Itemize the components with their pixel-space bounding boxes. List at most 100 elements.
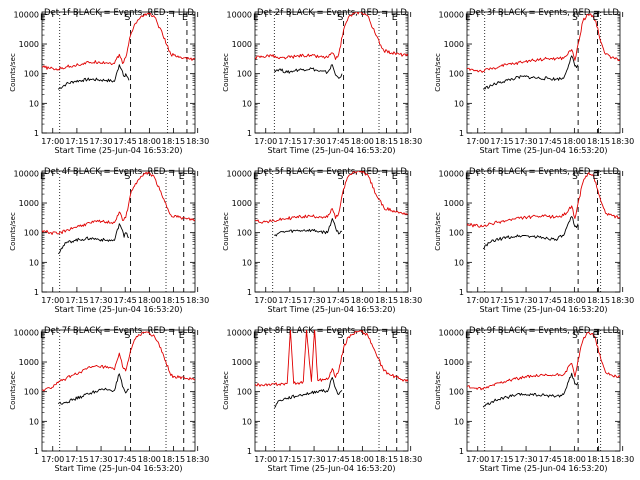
y-axis-label: Counts/sec [434,53,442,92]
x-tick-label: 17:00 [466,296,489,305]
x-tick-label: 17:30 [515,296,538,305]
start-marker-label: S [338,13,344,23]
x-tick-label: 18:00 [563,455,586,464]
panel-title: Det 8f BLACK = Events, RED = LLD [257,326,407,336]
y-tick-label: 1000 [444,40,464,49]
y-tick-label: 10 [242,417,252,426]
left-edge-marker-label: E [465,13,471,23]
x-tick-label: 17:00 [254,137,277,146]
y-tick-label: 10 [454,417,464,426]
start-marker-label: S [125,172,131,182]
x-tick-label: 18:30 [186,296,209,305]
plot-frame [466,329,621,452]
x-tick-label: 18:00 [351,455,374,464]
x-tick-label: 17:00 [466,137,489,146]
end-marker-label: E [179,172,185,182]
plot-area [255,12,408,133]
plot-area [467,171,620,292]
x-axis-label: Start Time (25-Jun-04 16:53:20) [268,305,396,314]
left-edge-marker-label: E [253,172,259,182]
x-tick-label: 18:30 [611,296,634,305]
y-tick-label: 10 [242,258,252,267]
y-tick-label: 100 [237,70,252,79]
x-tick-label: 17:30 [515,455,538,464]
series-events-black [482,55,579,90]
y-tick-label: 10000 [227,169,252,178]
end-marker-label: E [392,13,398,23]
x-tick-label: 17:00 [254,296,277,305]
y-tick-label: 10 [242,99,252,108]
plot-area [42,12,195,133]
start-marker-label: S [572,13,578,23]
y-tick-label: 1000 [444,358,464,367]
panel-det-4f: Det 4f BLACK = Events, RED = LLD 1 10 100 10… [9,167,209,314]
y-tick-label: 100 [24,229,39,238]
y-tick-label: 10000 [14,10,39,19]
x-tick-label: 17:15 [490,137,513,146]
x-axis-label: Start Time (25-Jun-04 16:53:20) [55,305,183,314]
x-tick-label: 17:45 [327,455,350,464]
x-tick-label: 18:15 [375,137,398,146]
series-lld-red [255,171,408,224]
x-tick-label: 17:45 [114,455,137,464]
x-tick-label: 17:00 [41,296,64,305]
start-marker-label: S [572,172,578,182]
series-events-black [57,64,130,90]
y-tick-label: 10000 [14,169,39,178]
x-tick-label: 18:15 [587,137,610,146]
y-tick-label: 1 [247,447,252,456]
plot-area [467,330,620,451]
y-tick-label: 10 [454,99,464,108]
y-axis-label: Counts/sec [434,371,442,410]
x-axis-label: Start Time (25-Jun-04 16:53:20) [480,146,608,155]
start-marker-label: S [572,331,578,341]
y-tick-label: 1 [459,129,464,138]
x-tick-label: 18:00 [563,137,586,146]
x-tick-label: 17:00 [254,455,277,464]
y-tick-label: 1000 [19,199,39,208]
panel-title: Det 2f BLACK = Events, RED = LLD [257,8,407,18]
panel-det-9f: Det 9f BLACK = Events, RED = LLD 1 10 100 10… [434,326,634,473]
y-axis-label: Counts/sec [9,53,17,92]
end-marker-label: E [592,13,598,23]
x-axis-label: Start Time (25-Jun-04 16:53:20) [268,464,396,473]
x-tick-label: 17:15 [278,455,301,464]
x-tick-label: 18:15 [375,296,398,305]
x-tick-label: 18:15 [162,455,185,464]
series-lld-red [467,331,620,391]
y-tick-label: 10 [29,99,39,108]
x-tick-label: 17:30 [515,137,538,146]
x-tick-label: 18:00 [563,296,586,305]
series-events-black [58,223,129,254]
y-tick-label: 100 [237,229,252,238]
series-events-black [482,216,579,250]
y-axis-label: Counts/sec [434,212,442,251]
x-tick-label: 17:00 [41,455,64,464]
x-tick-label: 18:30 [186,455,209,464]
panel-title: Det 4f BLACK = Events, RED = LLD [44,167,194,177]
x-tick-label: 17:45 [114,296,137,305]
x-tick-label: 17:30 [303,137,326,146]
plot-frame [254,170,409,293]
end-marker-label: E [592,172,598,182]
panel-det-5f: Det 5f BLACK = Events, RED = LLD 1 10 100 10… [222,167,422,314]
left-edge-marker-label: E [253,331,259,341]
x-tick-label: 18:30 [611,137,634,146]
y-tick-label: 100 [449,229,464,238]
y-tick-label: 1 [459,288,464,297]
series-events-black [274,377,343,408]
x-tick-label: 18:15 [162,137,185,146]
y-tick-label: 1000 [232,358,252,367]
end-marker-label: E [392,331,398,341]
x-tick-label: 18:00 [351,296,374,305]
left-edge-marker-label: E [465,172,471,182]
panel-title: Det 5f BLACK = Events, RED = LLD [257,167,407,177]
panel-det-2f: Det 2f BLACK = Events, RED = LLD 1 10 100 10… [222,8,422,155]
x-tick-label: 17:45 [327,296,350,305]
x-axis-label: Start Time (25-Jun-04 16:53:20) [55,146,183,155]
panel-title: Det 9f BLACK = Events, RED = LLD [469,326,619,336]
x-tick-label: 17:15 [65,137,88,146]
left-edge-marker-label: E [465,331,471,341]
x-tick-label: 17:30 [90,296,113,305]
x-tick-label: 17:15 [490,455,513,464]
